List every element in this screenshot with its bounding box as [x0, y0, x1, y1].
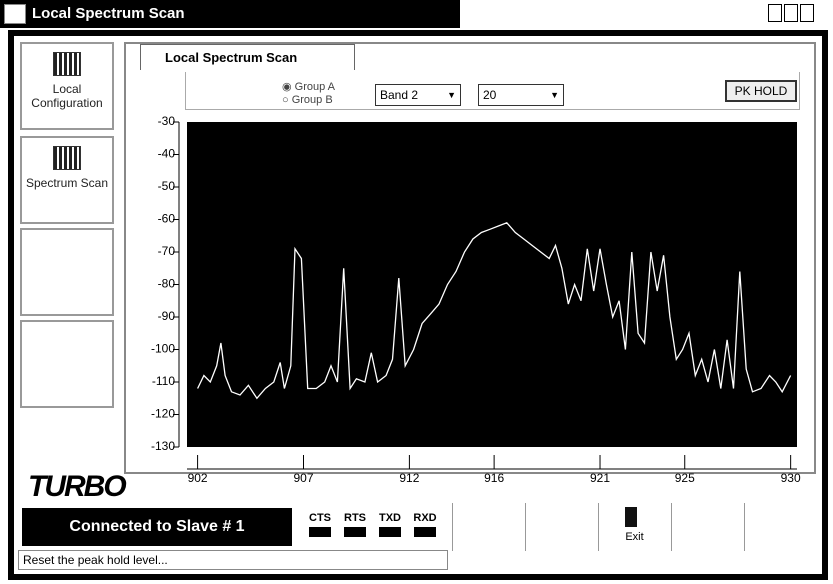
y-tick-label: -30: [158, 114, 176, 128]
indicator-label: TXD: [379, 512, 401, 524]
tab[interactable]: Local Spectrum Scan: [140, 44, 355, 70]
control-strip: [185, 72, 800, 110]
x-tick-label: 912: [399, 471, 419, 485]
x-tick-label: 916: [484, 471, 504, 485]
indicator: CTS: [305, 512, 335, 537]
count-select[interactable]: 20: [478, 84, 564, 106]
connection-status: Connected to Slave # 1: [22, 508, 292, 546]
x-tick-label: 925: [675, 471, 695, 485]
nav-icon: [53, 52, 81, 76]
indicator-led: [414, 527, 436, 537]
nav-icon: [53, 146, 81, 170]
exit-label: Exit: [625, 531, 644, 543]
plot-background: [187, 122, 797, 447]
indicator-led: [379, 527, 401, 537]
maximize-button[interactable]: [784, 4, 798, 22]
indicator-led: [344, 527, 366, 537]
select-value: 20: [483, 88, 497, 102]
y-tick-label: -90: [158, 309, 176, 323]
radio-option[interactable]: ○ Group B: [282, 94, 333, 106]
y-tick-label: -120: [151, 407, 175, 421]
y-tick-label: -80: [158, 277, 176, 291]
radio-label: Group A: [294, 81, 336, 93]
y-tick-label: -130: [151, 439, 175, 453]
y-tick-label: -60: [158, 212, 176, 226]
spectrum-chart: -30 -40 -50 -60 -70 -80 -90 -100 -110 -120 -130 902…: [151, 114, 801, 485]
minimize-button[interactable]: [768, 4, 782, 22]
radio-option[interactable]: ◉ Group A: [282, 81, 336, 93]
indicator-label: CTS: [309, 512, 331, 524]
nav-label: Local Configuration: [31, 82, 103, 110]
exit-button[interactable]: Exit: [598, 503, 670, 551]
indicator: RXD: [410, 512, 440, 537]
spectrum-line: [197, 222, 792, 400]
toolbar-slot: [671, 503, 743, 551]
toolbar-slot: [744, 503, 822, 551]
pk-hold-button[interactable]: PK HOLD: [725, 80, 797, 102]
radio-label: Group B: [291, 94, 333, 106]
status-message: Reset the peak hold level...: [18, 550, 448, 570]
window-title: Local Spectrum Scan: [32, 5, 185, 22]
title-bar: Local Spectrum Scan: [0, 0, 460, 28]
exit-icon: [625, 507, 637, 527]
select-value: Band 2: [380, 88, 419, 102]
x-tick-label: 907: [293, 471, 313, 485]
x-tick-label: 902: [188, 471, 208, 485]
logo: TURBO: [28, 470, 127, 503]
band-select[interactable]: Band 2: [375, 84, 461, 106]
y-tick-label: -100: [151, 342, 175, 356]
indicator-led: [309, 527, 331, 537]
nav-button[interactable]: Spectrum Scan: [20, 136, 114, 224]
indicator: RTS: [340, 512, 370, 537]
app-icon: [4, 4, 26, 24]
nav-label: Spectrum Scan: [25, 176, 109, 190]
indicator: TXD: [375, 512, 405, 537]
y-tick-label: -50: [158, 179, 176, 193]
y-tick-label: -110: [152, 374, 175, 388]
y-tick-label: -40: [158, 147, 176, 161]
indicator-label: RTS: [344, 512, 366, 524]
x-tick-label: 930: [781, 471, 801, 485]
nav-button[interactable]: [20, 320, 114, 408]
indicator-label: RXD: [413, 512, 437, 524]
nav-button[interactable]: [20, 228, 114, 316]
toolbar-slot: [525, 503, 597, 551]
y-tick-label: -70: [158, 244, 176, 258]
close-button[interactable]: [800, 4, 814, 22]
nav-button[interactable]: Local Configuration: [20, 42, 114, 130]
x-tick-label: 921: [590, 471, 610, 485]
toolbar-slot: [452, 503, 524, 551]
